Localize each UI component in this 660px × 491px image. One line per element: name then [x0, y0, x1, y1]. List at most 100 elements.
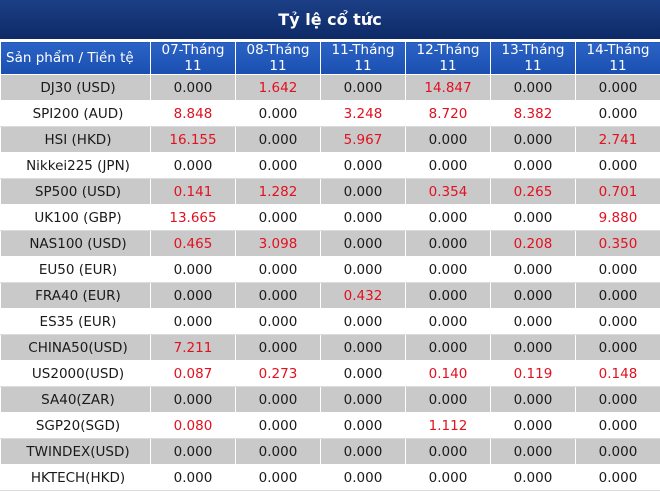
- dividend-value-cell: 0.000: [236, 309, 321, 335]
- dividend-value-cell: 0.000: [321, 257, 406, 283]
- product-cell: TWINDEX(USD): [1, 439, 151, 465]
- dividend-value-cell: 1.282: [236, 179, 321, 205]
- dividend-value-cell: 0.000: [236, 335, 321, 361]
- product-cell: SPI200 (AUD): [1, 101, 151, 127]
- dividend-value-cell: 0.000: [491, 387, 576, 413]
- dividend-value-cell: 0.000: [321, 179, 406, 205]
- dividend-value-cell: 0.000: [236, 387, 321, 413]
- dividend-value-cell: 0.000: [236, 439, 321, 465]
- dividend-value-cell: 0.000: [151, 387, 236, 413]
- dividend-value-cell: 0.140: [406, 361, 491, 387]
- dividend-value-cell: 0.000: [236, 413, 321, 439]
- table-title: Tỷ lệ cổ tức: [0, 0, 660, 41]
- dividend-value-cell: 0.000: [406, 309, 491, 335]
- dividend-value-cell: 0.000: [491, 127, 576, 153]
- dividend-value-cell: 16.155: [151, 127, 236, 153]
- dividend-table: Sản phẩm / Tiền tệ 07-Tháng 11 08-Tháng …: [0, 41, 660, 491]
- dividend-value-cell: 0.000: [236, 283, 321, 309]
- dividend-value-cell: 0.000: [321, 387, 406, 413]
- dividend-value-cell: 0.000: [491, 309, 576, 335]
- dividend-value-cell: 0.432: [321, 283, 406, 309]
- dividend-value-cell: 0.119: [491, 361, 576, 387]
- dividend-value-cell: 0.265: [491, 179, 576, 205]
- dividend-value-cell: 0.000: [576, 439, 660, 465]
- dividend-value-cell: 0.000: [576, 413, 660, 439]
- product-cell: SP500 (USD): [1, 179, 151, 205]
- dividend-value-cell: 0.087: [151, 361, 236, 387]
- dividend-value-cell: 0.000: [321, 231, 406, 257]
- dividend-value-cell: 0.000: [406, 465, 491, 491]
- dividend-value-cell: 0.000: [406, 205, 491, 231]
- dividend-value-cell: 5.967: [321, 127, 406, 153]
- product-cell: Nikkei225 (JPN): [1, 153, 151, 179]
- dividend-value-cell: 0.208: [491, 231, 576, 257]
- dividend-value-cell: 0.000: [406, 335, 491, 361]
- dividend-value-cell: 0.000: [576, 387, 660, 413]
- dividend-value-cell: 0.354: [406, 179, 491, 205]
- dividend-value-cell: 0.000: [576, 309, 660, 335]
- dividend-value-cell: 0.000: [236, 257, 321, 283]
- dividend-value-cell: 0.000: [576, 75, 660, 101]
- product-cell: FRA40 (EUR): [1, 283, 151, 309]
- header-date: 11-Tháng 11: [321, 42, 406, 75]
- product-cell: ES35 (EUR): [1, 309, 151, 335]
- dividend-value-cell: 0.350: [576, 231, 660, 257]
- dividend-value-cell: 0.000: [151, 309, 236, 335]
- dividend-value-cell: 0.000: [406, 257, 491, 283]
- product-cell: HSI (HKD): [1, 127, 151, 153]
- dividend-value-cell: 0.000: [406, 153, 491, 179]
- dividend-value-cell: 0.000: [406, 127, 491, 153]
- dividend-value-cell: 0.000: [576, 153, 660, 179]
- dividend-value-cell: 9.880: [576, 205, 660, 231]
- header-product: Sản phẩm / Tiền tệ: [1, 42, 151, 75]
- dividend-value-cell: 0.000: [151, 75, 236, 101]
- dividend-value-cell: 0.000: [491, 205, 576, 231]
- dividend-value-cell: 0.000: [236, 465, 321, 491]
- dividend-value-cell: 1.642: [236, 75, 321, 101]
- dividend-value-cell: 0.000: [491, 153, 576, 179]
- product-cell: UK100 (GBP): [1, 205, 151, 231]
- dividend-value-cell: 0.000: [576, 283, 660, 309]
- dividend-value-cell: 0.000: [236, 127, 321, 153]
- header-date: 07-Tháng 11: [151, 42, 236, 75]
- dividend-value-cell: 8.382: [491, 101, 576, 127]
- dividend-value-cell: 0.000: [406, 387, 491, 413]
- dividend-value-cell: 3.098: [236, 231, 321, 257]
- dividend-value-cell: 0.000: [321, 361, 406, 387]
- dividend-value-cell: 0.701: [576, 179, 660, 205]
- dividend-value-cell: 0.000: [491, 413, 576, 439]
- dividend-value-cell: 0.000: [151, 283, 236, 309]
- header-date: 08-Tháng 11: [236, 42, 321, 75]
- dividend-value-cell: 0.000: [321, 335, 406, 361]
- dividend-value-cell: 0.000: [151, 257, 236, 283]
- dividend-value-cell: 1.112: [406, 413, 491, 439]
- dividend-value-cell: 0.000: [406, 439, 491, 465]
- dividend-value-cell: 3.248: [321, 101, 406, 127]
- dividend-value-cell: 8.720: [406, 101, 491, 127]
- header-row: Sản phẩm / Tiền tệ 07-Tháng 11 08-Tháng …: [1, 42, 660, 75]
- dividend-value-cell: 0.000: [491, 283, 576, 309]
- header-date: 13-Tháng 11: [491, 42, 576, 75]
- dividend-value-cell: 7.211: [151, 335, 236, 361]
- dividend-value-cell: 0.000: [321, 205, 406, 231]
- dividend-value-cell: 0.000: [576, 101, 660, 127]
- dividend-value-cell: 0.000: [236, 101, 321, 127]
- dividend-value-cell: 0.000: [236, 153, 321, 179]
- product-cell: SGP20(SGD): [1, 413, 151, 439]
- product-cell: HKTECH(HKD): [1, 465, 151, 491]
- dividend-value-cell: 0.080: [151, 413, 236, 439]
- dividend-value-cell: 0.000: [236, 205, 321, 231]
- dividend-value-cell: 0.000: [491, 335, 576, 361]
